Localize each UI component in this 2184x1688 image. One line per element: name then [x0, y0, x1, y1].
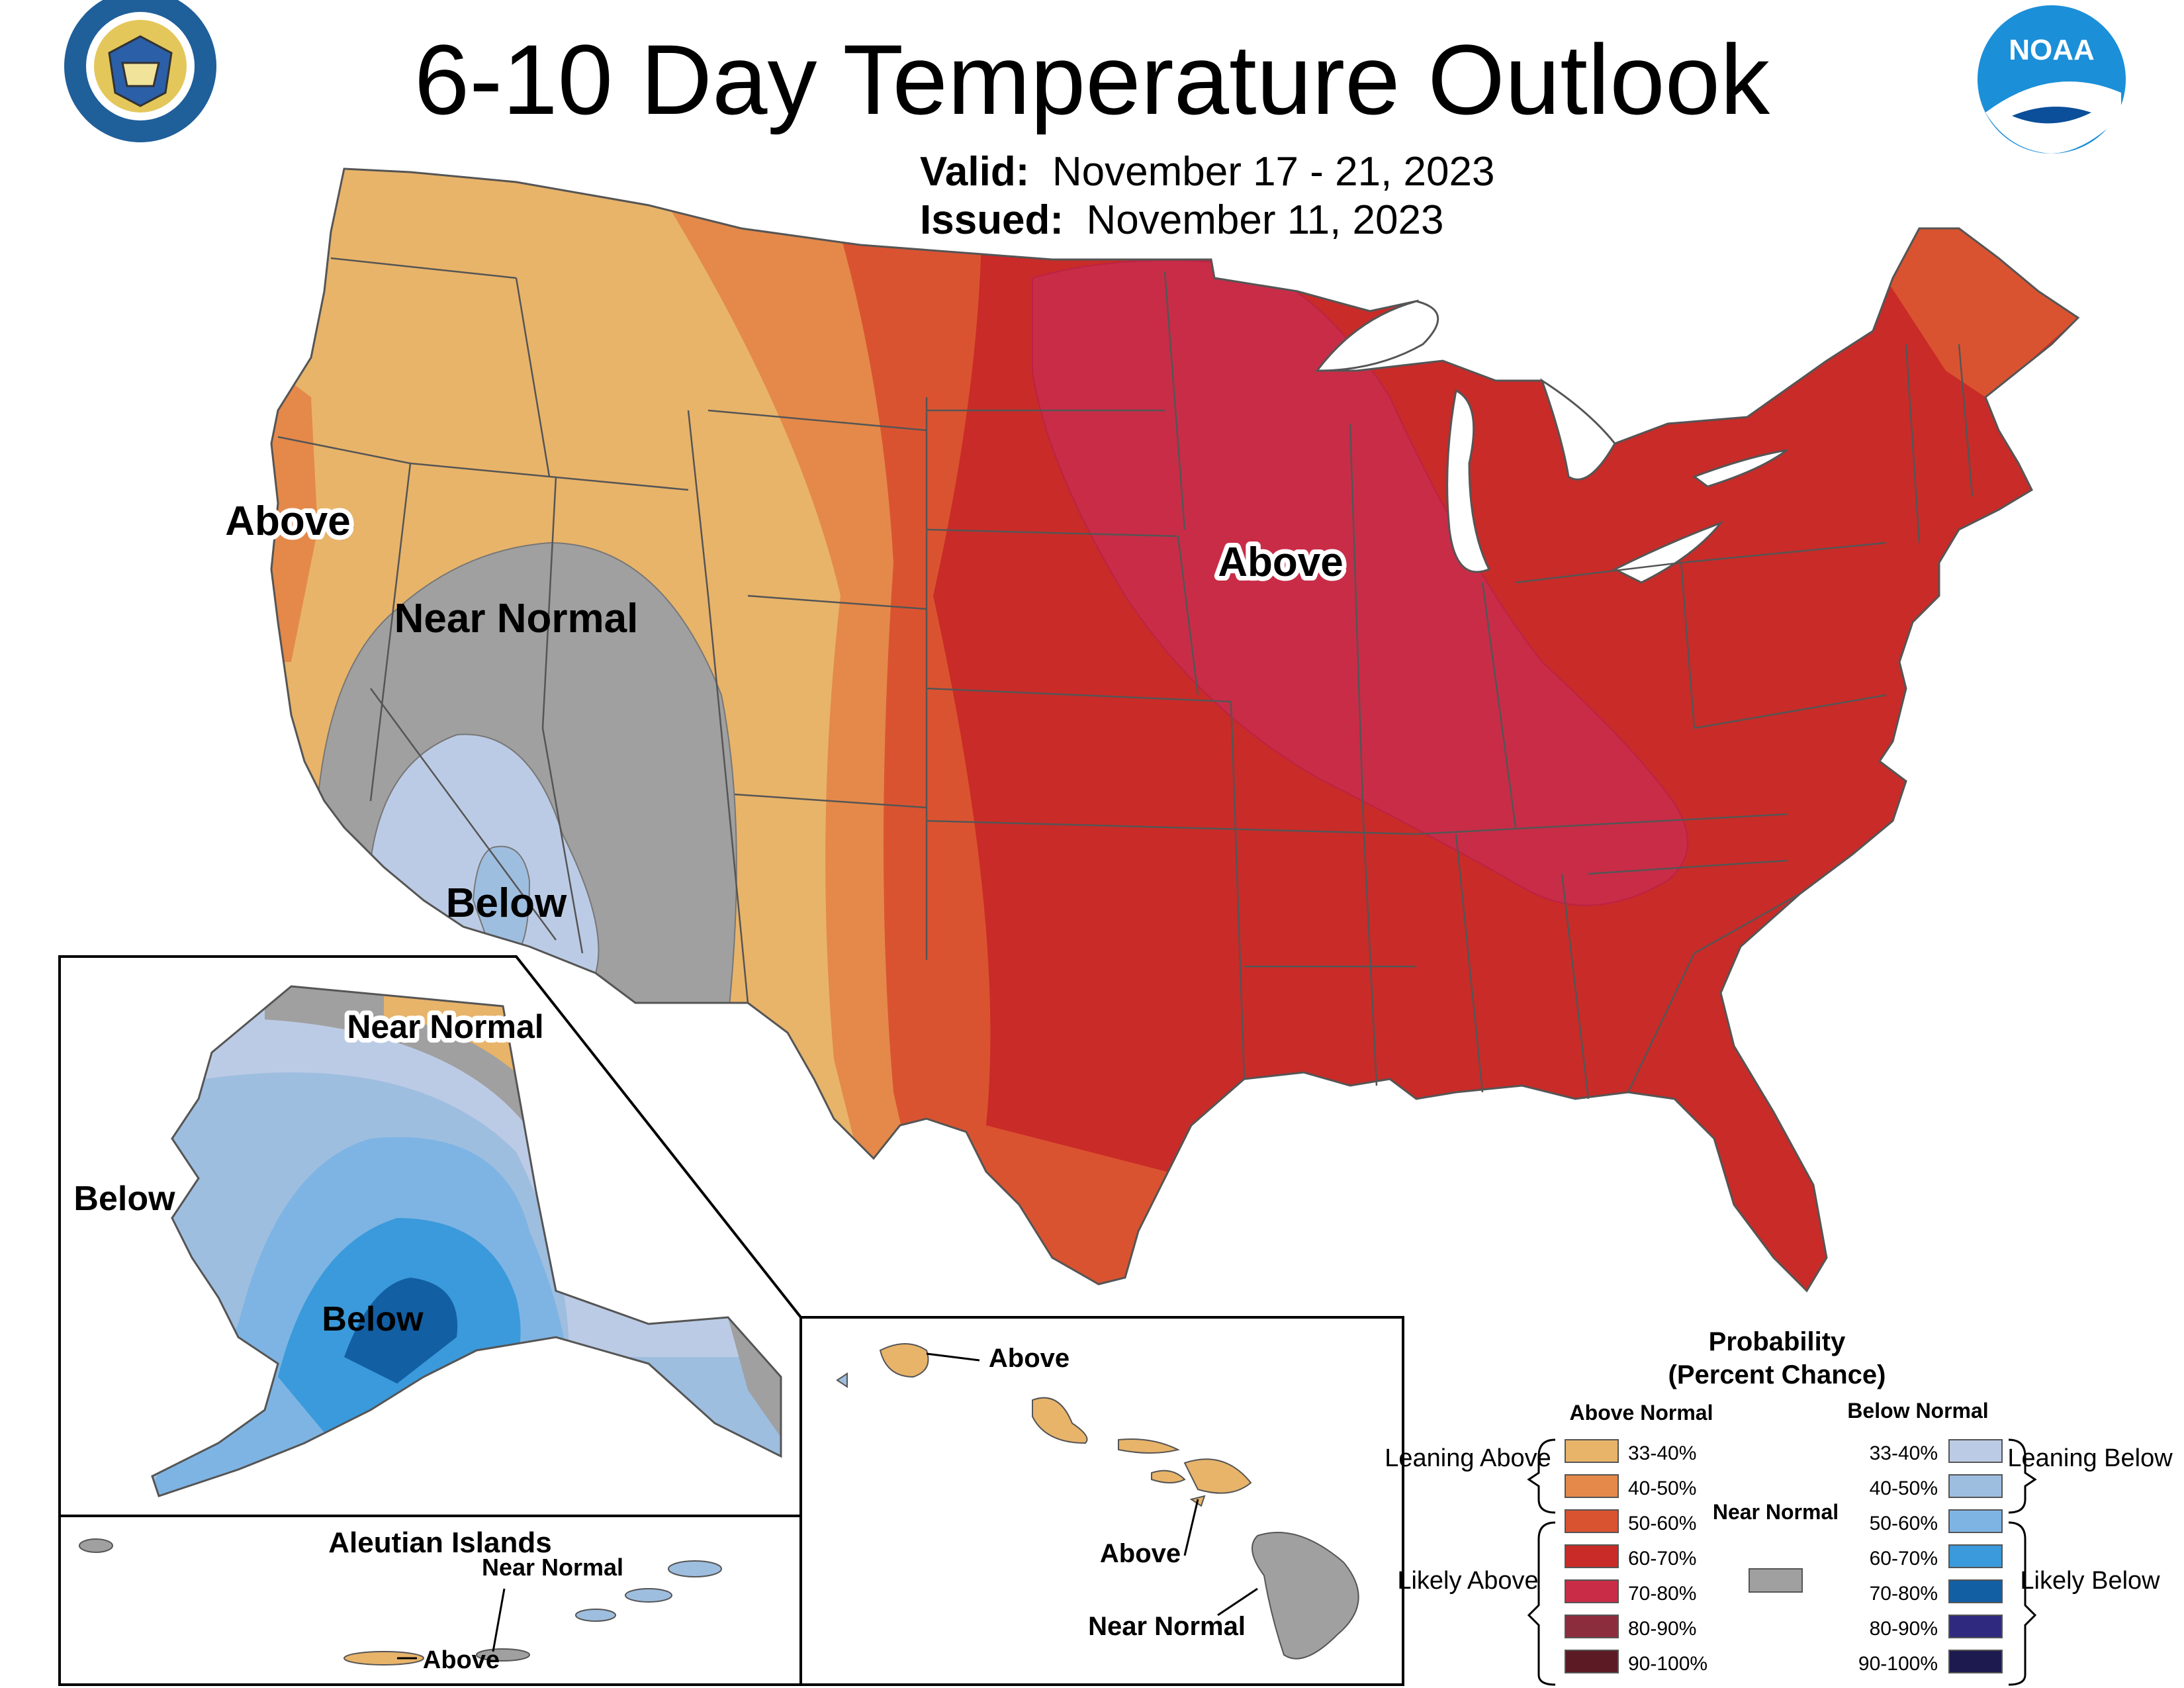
above-range-0: 33-40%	[1628, 1442, 1696, 1464]
alaska-label-below-west: Below	[73, 1180, 175, 1218]
below-swatch-5	[1948, 1615, 2003, 1638]
aleutian-title: Aleutian Islands	[328, 1526, 551, 1559]
map-title: 6-10 Day Temperature Outlook	[414, 24, 1770, 135]
noaa-logo: NOAA	[1978, 5, 2126, 154]
above-swatch-0	[1565, 1439, 1619, 1463]
issued-value: November 11, 2023	[1086, 197, 1444, 243]
legend-above-header: Above Normal	[1570, 1401, 1713, 1425]
state-boundaries	[277, 257, 1974, 1100]
above-range-3: 60-70%	[1628, 1548, 1696, 1570]
aleutian-label-above: Above	[423, 1646, 500, 1674]
above-swatch-3	[1565, 1544, 1619, 1568]
below-range-5: 80-90%	[1870, 1618, 1938, 1640]
aleutian-label-near-normal: Near Normal	[482, 1554, 623, 1581]
valid-period: Valid: November 17 - 21, 2023	[920, 149, 1494, 195]
conus-label-above-west: Above	[225, 498, 350, 544]
above-swatch-2	[1565, 1509, 1619, 1533]
alaska-inset: Near Normal Below Below	[58, 955, 802, 1517]
above-normal-swatches: 33-40% 40-50% 50-60% 60-70% 70-80% 80-90% 90-1…	[1565, 1439, 1707, 1675]
aleutian-inset: Aleutian Islands Near Normal Above	[58, 1515, 802, 1686]
above-range-4: 70-80%	[1628, 1583, 1696, 1605]
above-range-1: 40-50%	[1628, 1477, 1696, 1499]
legend-near-normal-label: Near Normal	[1713, 1500, 1839, 1524]
alaska-label-below-south: Below	[322, 1300, 424, 1338]
legend-likely-above: Likely Above	[1397, 1567, 1538, 1595]
hawaii-inset: Above Above Near Normal	[799, 1316, 1404, 1686]
below-range-6: 90-100%	[1858, 1653, 1938, 1675]
hawaii-label-above-kauai: Above	[989, 1344, 1069, 1373]
above-range-2: 50-60%	[1628, 1513, 1696, 1534]
below-normal-swatches: 33-40% 40-50% 50-60% 60-70% 70-80% 80-90% 90-1…	[1858, 1439, 2003, 1675]
legend-title-line1: Probability	[1709, 1327, 1846, 1356]
below-range-2: 50-60%	[1870, 1513, 1938, 1534]
legend-near-normal-swatch	[1749, 1568, 1803, 1593]
conus-label-below: Below	[446, 880, 567, 926]
below-range-1: 40-50%	[1870, 1477, 1938, 1499]
valid-value: November 17 - 21, 2023	[1052, 149, 1495, 195]
conus-label-near-normal: Near Normal	[394, 596, 639, 641]
valid-label: Valid:	[920, 149, 1030, 195]
issued-label: Issued:	[920, 197, 1064, 243]
below-swatch-3	[1948, 1544, 2003, 1568]
above-swatch-5	[1565, 1615, 1619, 1638]
legend-title-line2: (Percent Chance)	[1668, 1360, 1886, 1389]
department-of-commerce-seal	[64, 0, 216, 142]
below-range-0: 33-40%	[1870, 1442, 1938, 1464]
legend-below-header: Below Normal	[1847, 1399, 1988, 1423]
below-swatch-1	[1948, 1474, 2003, 1498]
great-lakes	[1314, 300, 1788, 584]
probability-legend: Probability (Percent Chance) Above Norma…	[1385, 1327, 2173, 1686]
below-range-4: 70-80%	[1870, 1583, 1938, 1605]
below-range-3: 60-70%	[1870, 1548, 1938, 1570]
noaa-text: NOAA	[2009, 34, 2095, 66]
below-swatch-6	[1948, 1650, 2003, 1673]
above-range-5: 80-90%	[1628, 1618, 1696, 1640]
below-swatch-4	[1948, 1579, 2003, 1603]
above-swatch-4	[1565, 1579, 1619, 1603]
above-range-6: 90-100%	[1628, 1653, 1707, 1675]
legend-likely-below: Likely Below	[2020, 1567, 2160, 1595]
legend-leaning-above: Leaning Above	[1385, 1444, 1551, 1472]
alaska-label-near-normal: Near Normal	[347, 1008, 543, 1045]
issued-date: Issued: November 11, 2023	[920, 197, 1443, 244]
near-normal-line: Near Normal	[394, 596, 639, 641]
legend-leaning-below: Leaning Below	[2007, 1444, 2173, 1472]
hawaii-label-above-maui: Above	[1100, 1539, 1181, 1568]
below-swatch-2	[1948, 1509, 2003, 1533]
conus-label-above-central: Above	[1218, 539, 1343, 585]
above-swatch-1	[1565, 1474, 1619, 1498]
above-swatch-6	[1565, 1650, 1619, 1673]
below-swatch-0	[1948, 1439, 2003, 1463]
hawaii-label-near-normal: Near Normal	[1088, 1612, 1246, 1641]
